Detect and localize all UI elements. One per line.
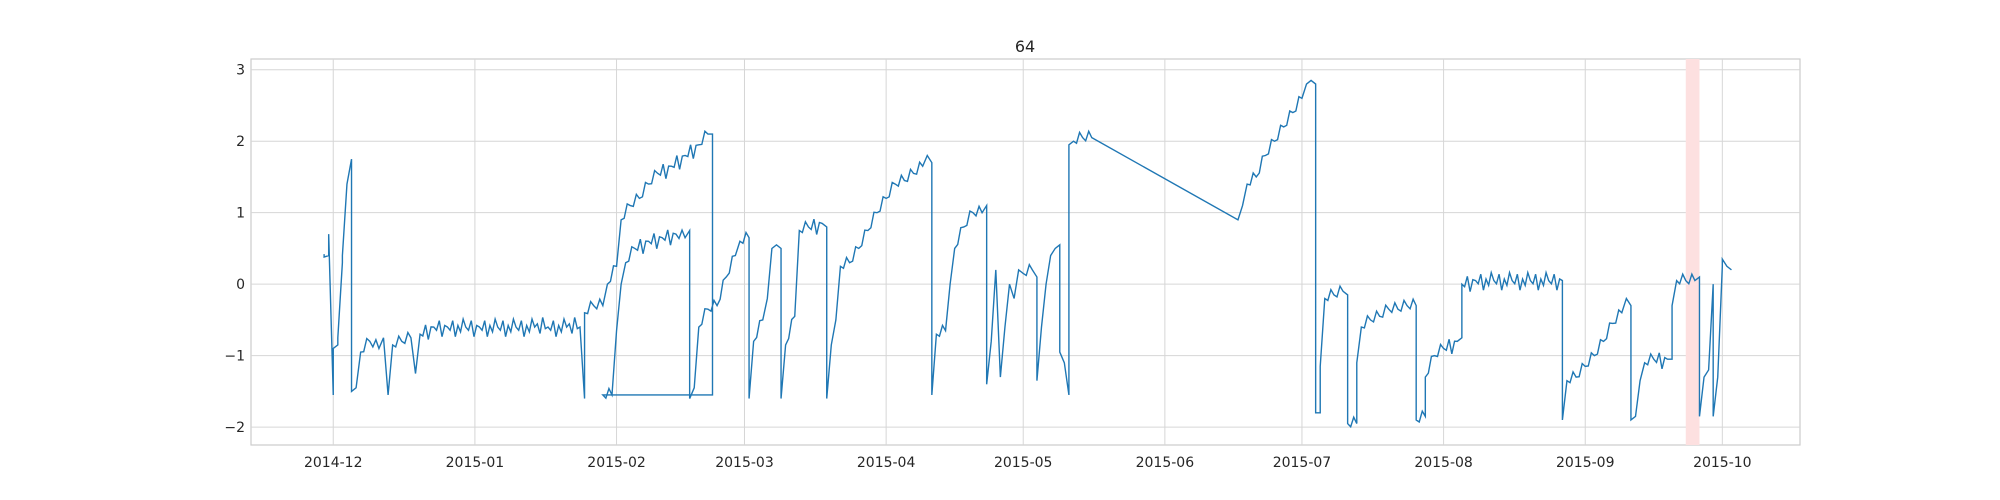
highlight-band [1685, 59, 1700, 445]
x-tick-label: 2015-05 [994, 455, 1053, 471]
series [323, 79, 1732, 429]
x-tick-label: 2015-09 [1556, 455, 1615, 471]
x-tick-label: 2015-10 [1693, 455, 1752, 471]
y-tick-label: −1 [224, 349, 245, 365]
x-tick-label: 2015-08 [1414, 455, 1473, 471]
y-tick-label: −2 [224, 420, 245, 436]
x-axis-ticks: 2014-12 2015-01 2015-02 2015-03 2015-04 2015-… [304, 455, 1752, 471]
y-tick-label: 3 [236, 63, 245, 79]
x-tick-label: 2015-06 [1136, 455, 1195, 471]
x-tick-label: 2015-04 [857, 455, 916, 471]
y-tick-label: 2 [236, 134, 245, 150]
x-tick-label: 2015-07 [1273, 455, 1332, 471]
x-tick-label: 2015-02 [587, 455, 646, 471]
x-tick-label: 2015-03 [715, 455, 774, 471]
y-tick-label: 1 [236, 206, 245, 222]
plot-background [250, 58, 1801, 446]
x-tick-label: 2015-01 [446, 455, 505, 471]
y-axis-ticks: 3 2 1 0 −1 −2 [224, 63, 245, 436]
highlight-region [1685, 59, 1700, 445]
chart-title: 64 [1015, 37, 1035, 56]
x-tick-label: 2014-12 [304, 455, 363, 471]
series-line [323, 79, 1732, 429]
grid [251, 59, 1800, 445]
y-tick-label: 0 [236, 277, 245, 293]
